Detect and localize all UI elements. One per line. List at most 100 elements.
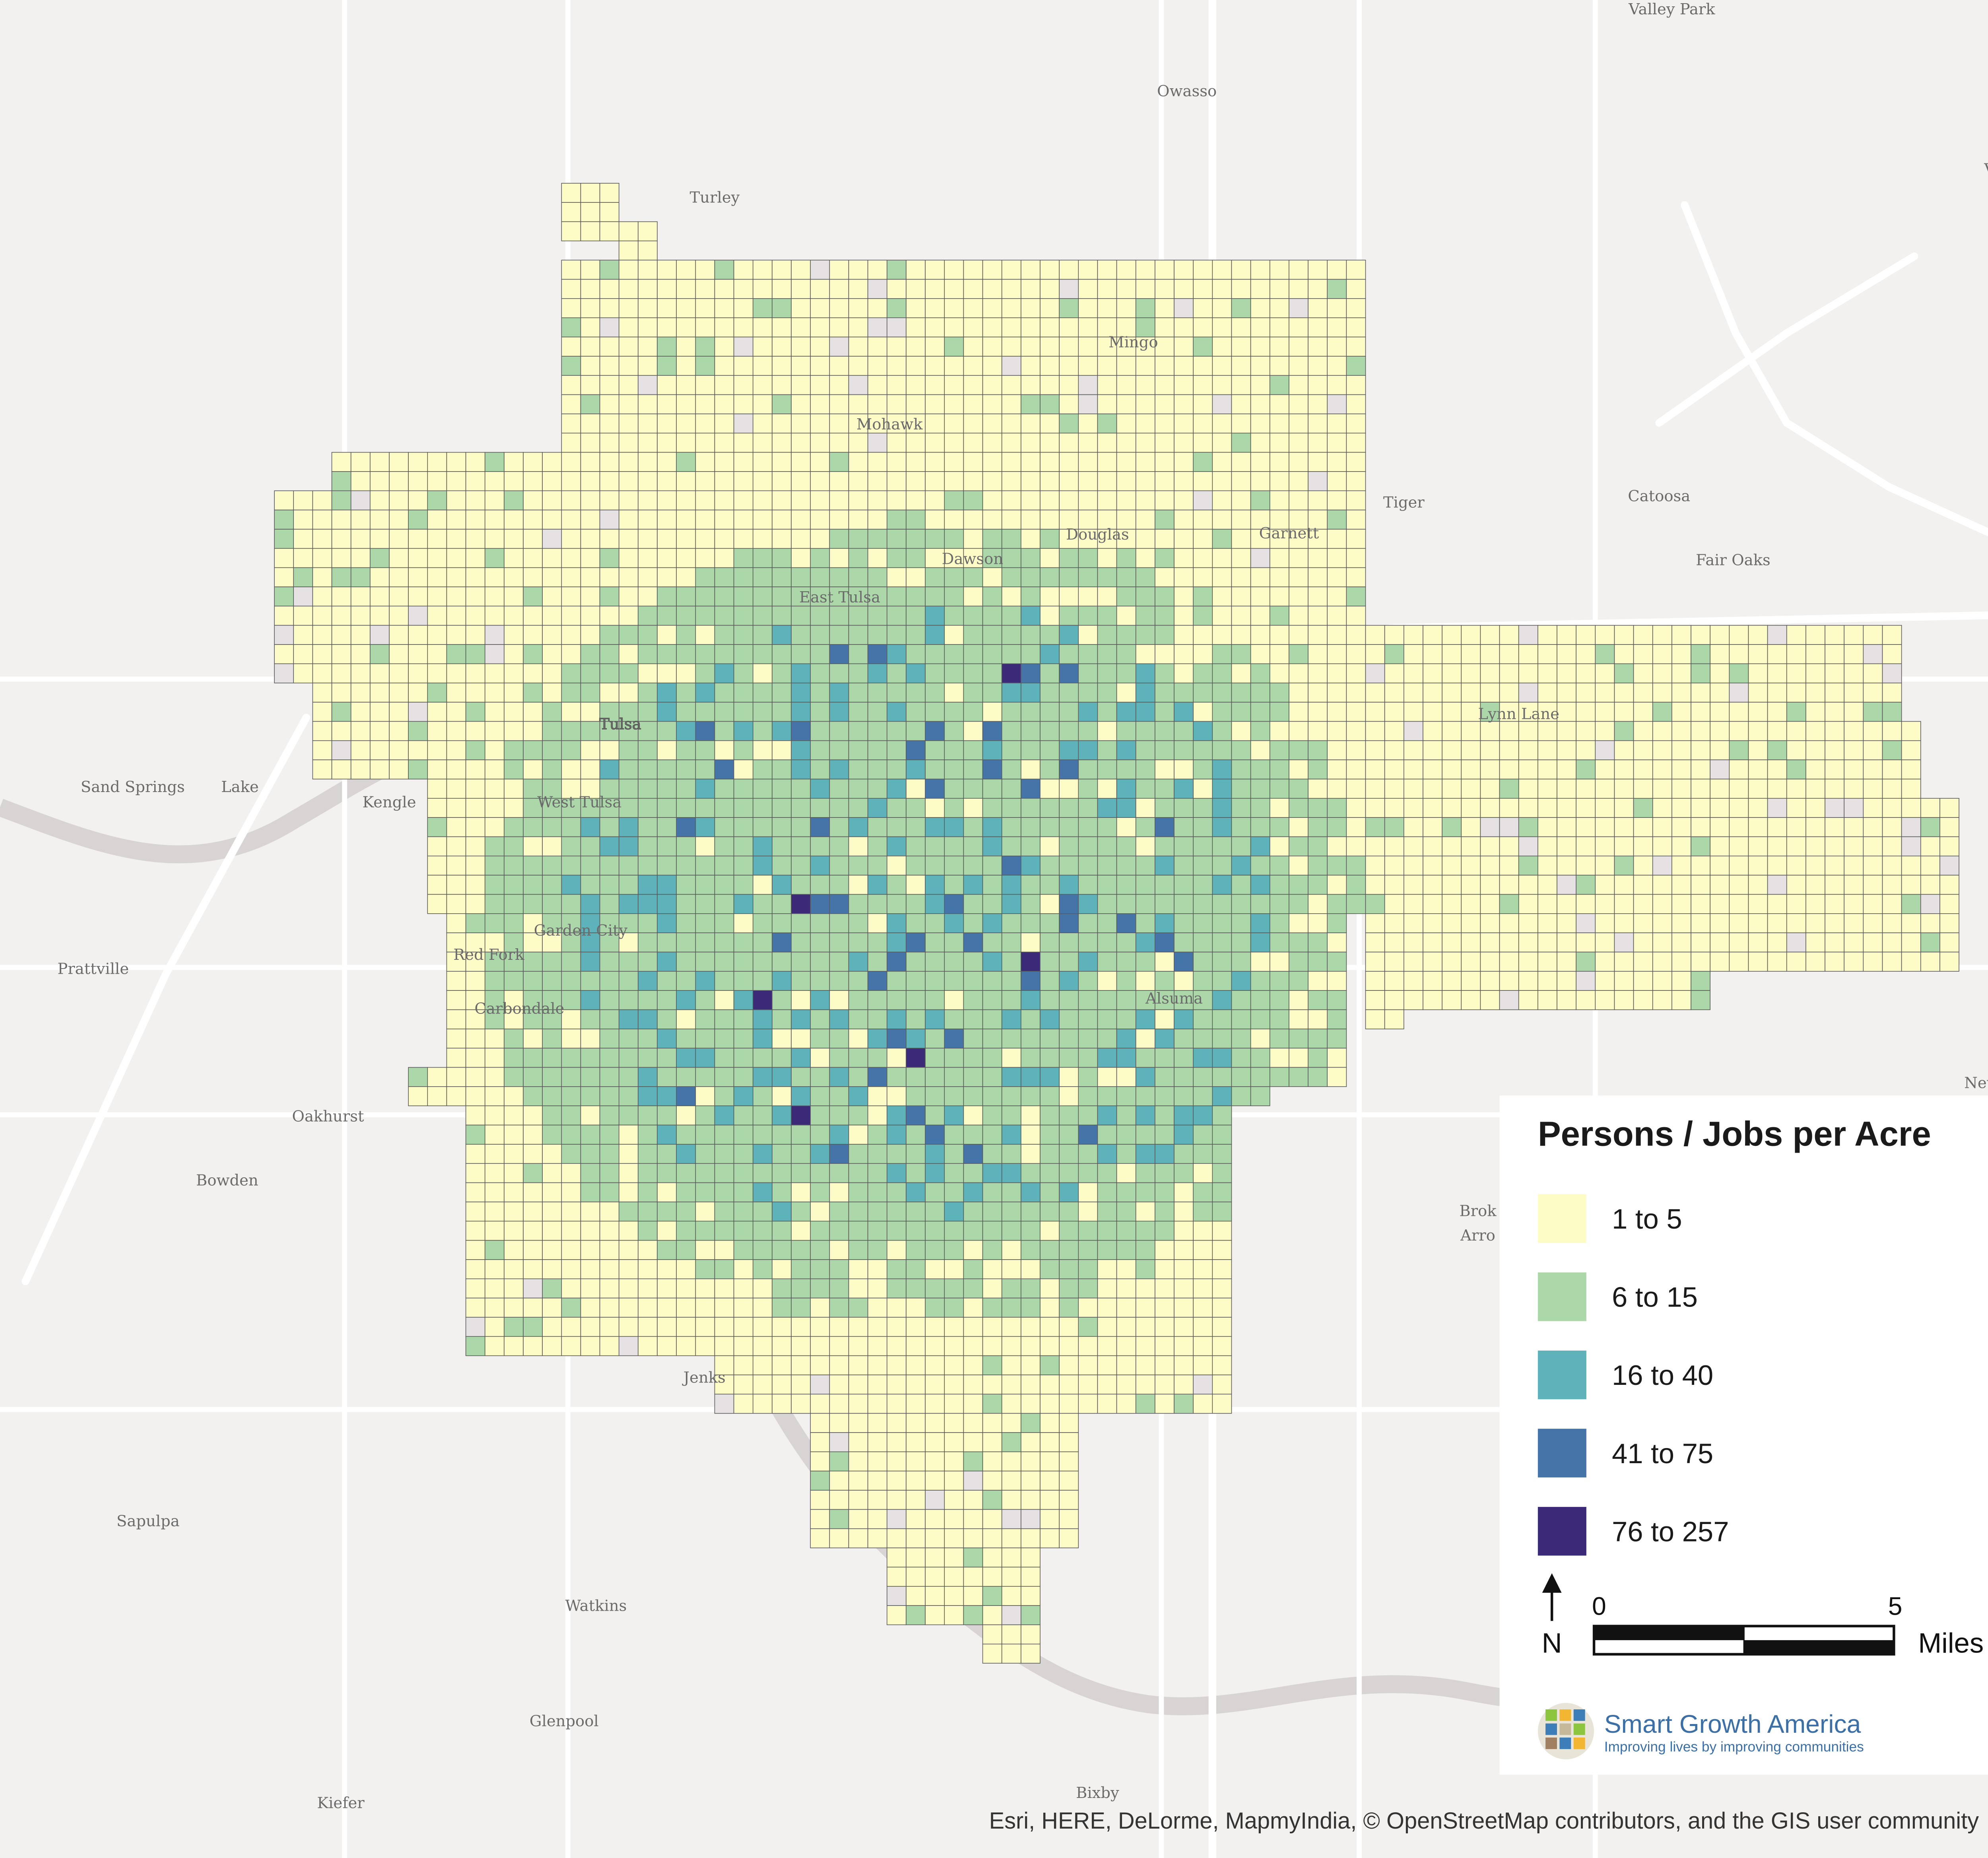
grid-cell [561, 356, 581, 376]
grid-cell [599, 529, 619, 549]
grid-cell [1652, 817, 1672, 837]
grid-cell [1135, 702, 1155, 722]
grid-cell [676, 298, 696, 318]
grid-cell [1001, 951, 1021, 972]
grid-cell [1480, 875, 1500, 895]
grid-cell [1021, 1394, 1041, 1414]
grid-cell [848, 1009, 868, 1029]
grid-cell [848, 644, 868, 664]
density-grid [274, 183, 1959, 1664]
grid-cell [925, 298, 945, 318]
grid-cell [1327, 663, 1347, 683]
grid-cell [925, 721, 945, 741]
grid-cell [772, 1048, 792, 1068]
grid-cell [944, 759, 964, 780]
grid-cell [791, 875, 811, 895]
grid-cell [657, 548, 677, 568]
grid-cell [1652, 913, 1672, 933]
grid-cell [733, 1375, 753, 1395]
grid-cell [963, 1432, 983, 1452]
grid-cell [580, 183, 600, 203]
grid-cell [484, 779, 505, 799]
grid-cell [867, 1317, 887, 1337]
grid-cell [1442, 951, 1462, 972]
grid-cell [1633, 990, 1653, 1010]
grid-cell [1021, 356, 1041, 376]
grid-cell [523, 759, 543, 780]
grid-cell [504, 759, 524, 780]
grid-cell [906, 663, 926, 683]
grid-cell [561, 1182, 581, 1202]
grid-cell [1155, 798, 1175, 818]
grid-cell [312, 702, 332, 722]
grid-cell [906, 798, 926, 818]
grid-cell [638, 798, 658, 818]
north-arrow [1542, 1573, 1562, 1621]
grid-cell [752, 1297, 773, 1318]
grid-cell [1576, 740, 1596, 760]
grid-cell [1729, 836, 1749, 856]
grid-cell [810, 1144, 830, 1164]
grid-cell [1078, 798, 1098, 818]
grid-cell [1289, 721, 1309, 741]
grid-cell [1882, 894, 1902, 914]
grid-cell [1155, 433, 1175, 453]
grid-cell [446, 548, 466, 568]
grid-cell [1097, 548, 1117, 568]
grid-cell [580, 1086, 600, 1107]
grid-cell [331, 759, 351, 780]
grid-cell [599, 1202, 619, 1222]
grid-cell [561, 490, 581, 511]
grid-cell [867, 721, 887, 741]
grid-cell [714, 1297, 734, 1318]
grid-cell [523, 586, 543, 607]
grid-cell [676, 1009, 696, 1029]
grid-cell [1308, 509, 1328, 530]
grid-cell [1289, 951, 1309, 972]
grid-cell [925, 1432, 945, 1452]
grid-cell [944, 1029, 964, 1049]
grid-cell [1021, 875, 1041, 895]
grid-cell [1576, 682, 1596, 703]
grid-cell [542, 1144, 562, 1164]
grid-cell [1614, 682, 1634, 703]
grid-cell [1480, 971, 1500, 991]
grid-cell [810, 913, 830, 933]
grid-cell [1806, 855, 1825, 876]
grid-cell [1672, 798, 1691, 818]
grid-cell [312, 625, 332, 645]
grid-cell [1040, 471, 1060, 491]
grid-cell [1116, 875, 1136, 895]
grid-cell [1193, 721, 1213, 741]
grid-cell [867, 1240, 887, 1260]
grid-cell [1021, 1605, 1041, 1625]
grid-cell [1748, 798, 1768, 818]
grid-cell [1212, 606, 1232, 626]
grid-cell [1423, 644, 1442, 664]
grid-cell [1001, 702, 1021, 722]
grid-cell [1633, 798, 1653, 818]
grid-cell [561, 932, 581, 953]
grid-cell [1423, 990, 1442, 1010]
grid-cell [504, 1086, 524, 1107]
grid-cell [772, 1355, 792, 1375]
grid-cell [887, 1009, 907, 1029]
grid-cell [484, 1086, 505, 1107]
grid-cell [1576, 913, 1596, 933]
grid-cell [599, 1067, 619, 1087]
grid-cell [1729, 779, 1749, 799]
grid-cell [1672, 913, 1691, 933]
grid-cell [1001, 298, 1021, 318]
grid-cell [944, 1490, 964, 1510]
grid-cell [293, 625, 313, 645]
grid-cell [1193, 1048, 1213, 1068]
grid-cell [1059, 490, 1079, 511]
grid-cell [1786, 740, 1806, 760]
grid-cell [561, 779, 581, 799]
grid-cell [1193, 1240, 1213, 1260]
grid-cell [561, 1202, 581, 1222]
grid-cell [1021, 1547, 1041, 1568]
grid-cell [906, 913, 926, 933]
grid-cell [906, 1105, 926, 1126]
scale-bar-segment [1744, 1627, 1893, 1641]
